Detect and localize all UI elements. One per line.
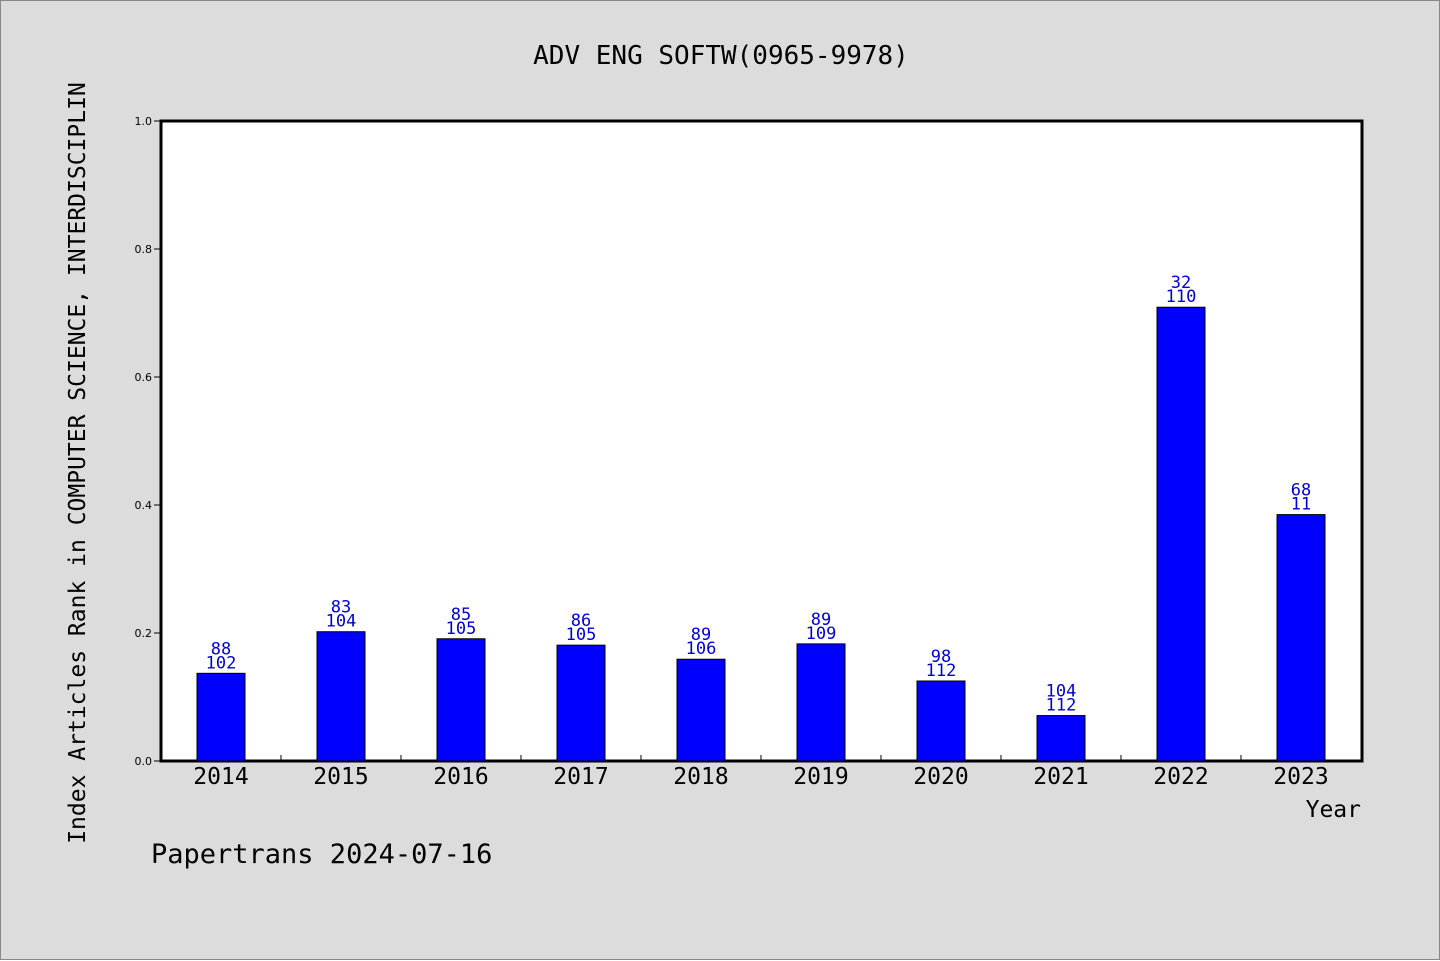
bar-label-bottom: 112 xyxy=(926,661,957,681)
bar-2019 xyxy=(796,643,846,762)
y-tick-label: 0.8 xyxy=(135,243,153,256)
bar-2016 xyxy=(436,638,486,762)
y-tick-label: 0.6 xyxy=(135,371,153,384)
bar-label-top: 89 xyxy=(811,610,831,630)
bar-label-bottom: 112 xyxy=(1046,696,1077,716)
bar-2017 xyxy=(556,644,606,762)
bar-label-top: 83 xyxy=(331,598,351,618)
y-tick-label: 1.0 xyxy=(135,115,153,128)
bar-label-top: 85 xyxy=(451,605,471,625)
bar-label-top: 88 xyxy=(211,639,231,659)
bar-label-bottom: 102 xyxy=(206,653,237,673)
y-axis: 0.0 0.2 0.4 0.6 0.8 1.0 xyxy=(135,115,161,768)
bar-2022 xyxy=(1156,306,1206,762)
chart-title: ADV ENG SOFTW(0965-9978) xyxy=(533,41,909,71)
x-tick-label: 2019 xyxy=(793,764,848,790)
x-tick-label: 2021 xyxy=(1033,764,1088,790)
x-tick-label: 2023 xyxy=(1273,764,1328,790)
y-axis-label: Index Articles Rank in COMPUTER SCIENCE,… xyxy=(65,82,91,844)
bar-label-bottom: 109 xyxy=(806,624,837,644)
bar-label-top: 98 xyxy=(931,647,951,667)
x-tick-label: 2022 xyxy=(1153,764,1208,790)
x-axis: 2014 2015 2016 2017 2018 2019 2020 2021 2022 2023 xyxy=(193,755,1329,790)
bar-label-top: 104 xyxy=(1046,682,1077,702)
bar-label-bottom: 110 xyxy=(1166,287,1197,307)
bar-label-top: 68 xyxy=(1291,481,1311,501)
bar-label-bottom: 105 xyxy=(446,619,477,639)
bar-2020 xyxy=(916,680,966,762)
y-tick-label: 0.0 xyxy=(135,755,153,768)
x-tick-label: 2017 xyxy=(553,764,608,790)
x-axis-label: Year xyxy=(1306,797,1361,823)
y-tick-label: 0.2 xyxy=(135,627,153,640)
bar-2015 xyxy=(316,631,366,762)
x-tick-label: 2020 xyxy=(913,764,968,790)
x-tick-label: 2016 xyxy=(433,764,488,790)
x-tick-label: 2018 xyxy=(673,764,728,790)
bar-label-bottom: 11 xyxy=(1291,495,1311,515)
bar-label-top: 32 xyxy=(1171,273,1191,293)
bar-2023 xyxy=(1276,514,1326,762)
y-tick-label: 0.4 xyxy=(135,499,153,512)
bar-label-top: 89 xyxy=(691,625,711,645)
bar-label-bottom: 106 xyxy=(686,639,717,659)
bar-2018 xyxy=(676,658,726,762)
bar-label-top: 86 xyxy=(571,611,591,631)
bar-2021 xyxy=(1036,715,1086,762)
bar-label-bottom: 105 xyxy=(566,625,597,645)
x-tick-label: 2014 xyxy=(193,764,248,790)
bar-label-bottom: 104 xyxy=(326,612,357,632)
x-tick-label: 2015 xyxy=(313,764,368,790)
bar-2014 xyxy=(196,672,246,762)
footer-credit: Papertrans 2024-07-16 xyxy=(151,839,492,870)
